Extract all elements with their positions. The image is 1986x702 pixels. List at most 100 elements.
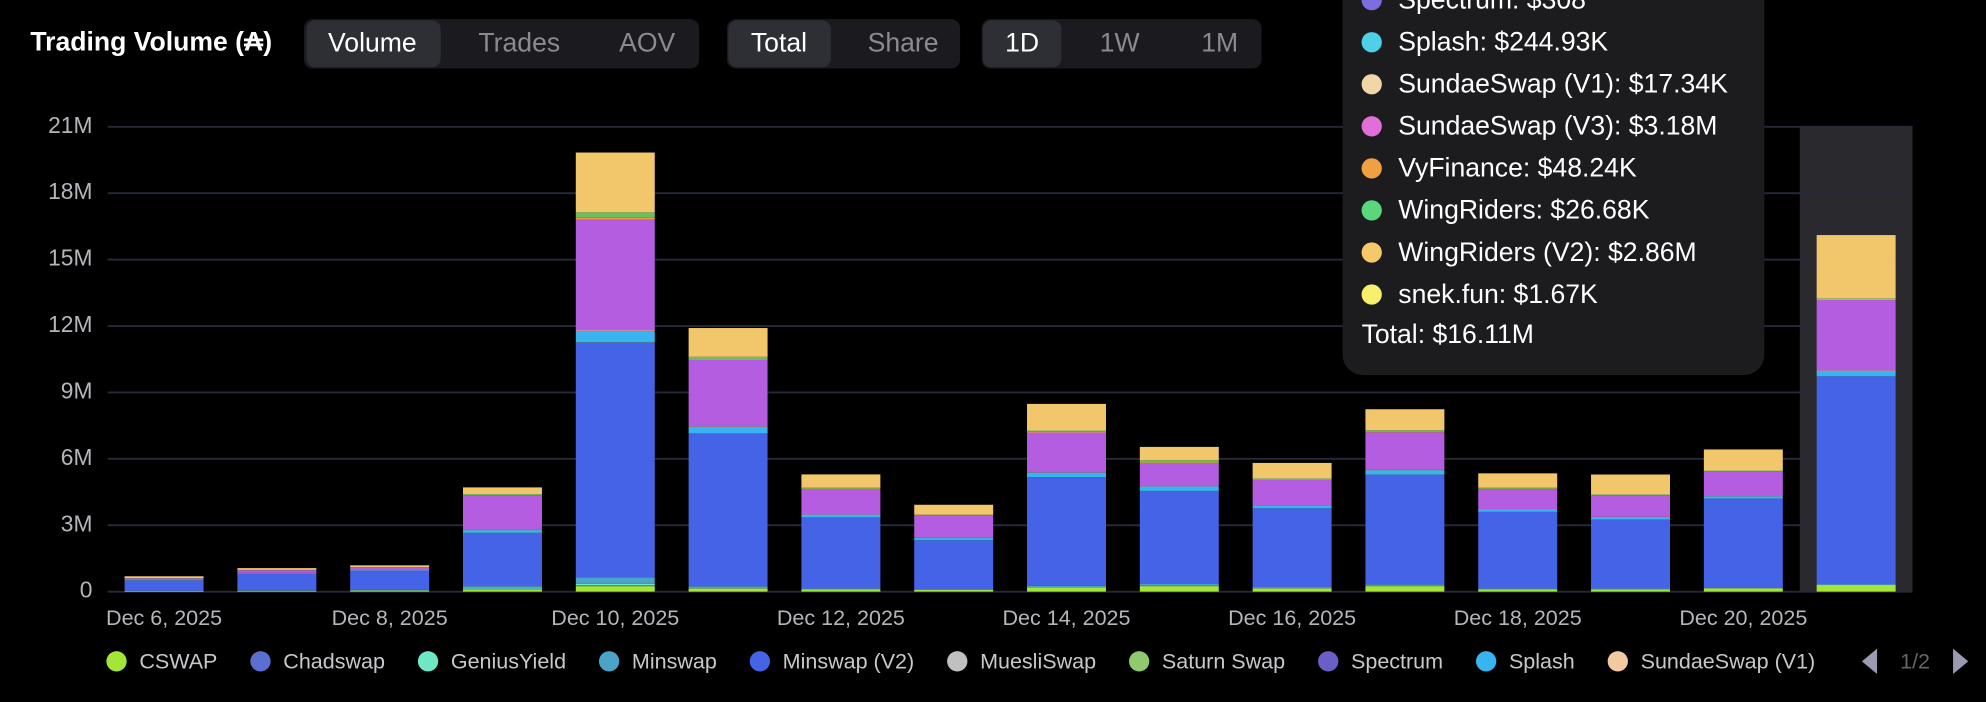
legend-swatch [1607,651,1628,672]
button[interactable]: 1W [1100,28,1140,58]
legend-label[interactable]: SundaeSwap (V1) [1641,649,1816,673]
bar-segment [124,578,204,581]
tooltip-item: Splash: $244.93K [1398,27,1608,57]
tooltip-box [1342,0,1765,376]
x-tick-label: Dec 8, 2025 [332,606,448,630]
legend-label[interactable]: Minswap [632,649,717,673]
y-tick-label: 3M [61,510,93,536]
bar-segment [1703,470,1783,472]
bar-segment [914,515,994,538]
bar-segment [1591,494,1671,496]
button[interactable]: Volume [328,28,417,58]
bar-segment [462,586,542,589]
x-tick-label: Dec 16, 2025 [1228,606,1356,630]
bar-segment [462,589,542,592]
bar-segment [801,517,881,589]
bar-segment [1816,376,1896,585]
x-tick-label: Dec 10, 2025 [551,606,679,630]
tooltip-swatch [1361,284,1382,305]
y-tick-label: 9M [61,377,93,403]
button[interactable]: 1M [1201,28,1238,58]
legend-swatch [250,651,271,672]
pager-next[interactable] [1953,648,1969,674]
x-tick-label: Dec 14, 2025 [1003,606,1131,630]
bar-segment [1027,477,1106,586]
tooltip-swatch [1361,116,1382,137]
y-tick-label: 18M [48,178,92,204]
legend-label[interactable]: Saturn Swap [1162,649,1285,673]
bar-segment [1139,584,1219,586]
bar-segment [575,212,655,218]
bar-segment [1703,498,1783,588]
y-tick-label: 6M [61,444,93,470]
bar-segment [1478,487,1558,489]
bar-segment [1027,430,1106,432]
bar-segment [1027,587,1106,592]
legend-label[interactable]: GeniusYield [451,649,566,673]
bar-segment [350,565,430,568]
bar-segment [462,487,542,495]
bar-segment [124,580,204,591]
bar-segment [1365,474,1445,585]
button-selected[interactable] [982,20,1062,68]
bar-segment [1703,496,1783,499]
legend-swatch [1129,651,1150,672]
bar-segment [1365,409,1445,431]
bar-segment [1591,519,1671,589]
bar-segment [350,571,430,590]
tooltip-swatch [1361,200,1382,221]
bar-segment [1703,588,1783,592]
bar-segment [1027,431,1106,433]
bar-segment [1139,460,1219,463]
button[interactable]: Total [751,28,807,58]
bar-segment [1252,478,1332,480]
button[interactable]: Trades [478,28,560,58]
bar-segment [575,586,655,592]
legend-label[interactable]: Splash [1509,649,1575,673]
bar-segment [801,487,881,489]
bar-segment [1703,587,1783,588]
bar-segment [1252,587,1332,588]
legend-label[interactable]: Spectrum [1351,649,1443,673]
button-selected[interactable] [306,20,441,68]
legend-label[interactable]: Chadswap [283,649,385,673]
button[interactable]: AOV [619,28,675,58]
bar-segment [1365,431,1445,433]
bar-segment [1703,471,1783,497]
tooltip-swatch [1361,242,1382,263]
button-selected[interactable] [728,20,831,68]
legend-label[interactable]: CSWAP [139,649,217,673]
legend-label[interactable]: Minswap (V2) [783,649,915,673]
bar-segment [1478,511,1558,589]
tooltip-item: SundaeSwap (V3): $3.18M [1398,111,1717,141]
bar-segment [575,577,655,584]
tooltip-item: Spectrum: $308 [1398,0,1586,14]
pager-prev[interactable] [1861,648,1878,674]
bar-segment [1252,508,1332,588]
bar-segment [688,586,768,588]
bar-segment [1591,517,1671,520]
bar-segment [1139,462,1219,487]
bar-segment [1365,584,1445,586]
x-tick-label: Dec 6, 2025 [106,606,222,630]
button[interactable]: Share [868,28,939,58]
tooltip-swatch [1361,158,1382,179]
bar-segment [350,590,430,592]
bar-segment [688,356,768,360]
button[interactable]: 1D [1005,28,1039,58]
bar-segment [1591,474,1671,495]
bar-segment [1816,300,1896,371]
bar-segment [688,359,768,427]
legend-label[interactable]: MuesliSwap [980,649,1096,673]
tooltip-item: VyFinance: $48.24K [1398,153,1637,183]
bar-segment [237,573,317,591]
pager-label: 1/2 [1900,649,1930,673]
bar-segment [1365,430,1445,432]
tooltip-swatch [1361,0,1382,11]
bar-segment [1478,473,1558,488]
bar-segment [575,219,655,331]
bar-segment [575,331,655,343]
legend-swatch [106,651,127,672]
bar-segment [1591,589,1671,592]
bar-segment [801,588,881,589]
